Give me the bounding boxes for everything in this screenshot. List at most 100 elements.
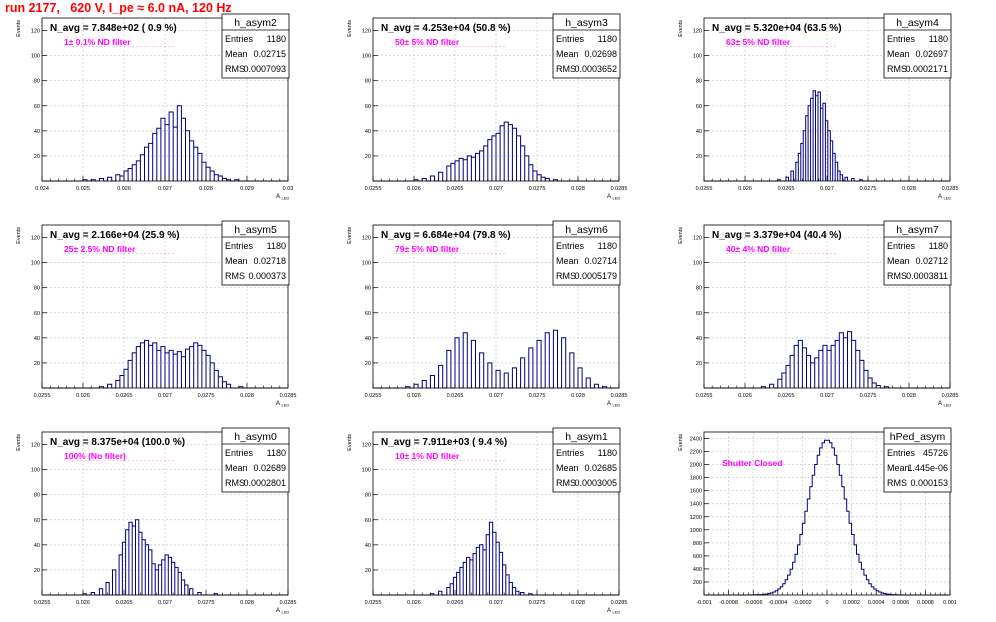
x-tick-label: 0.0265 [447, 186, 464, 192]
stats-mean-label: Mean [887, 256, 910, 266]
histogram-pad-h_asym5: 0.0255 0.026 0.0265 0.027 0.0275 0.028 0.0285 2… [16, 220, 297, 408]
histogram-title: h_asym1 [565, 431, 608, 443]
x-tick-label: 0.0004 [868, 600, 885, 606]
histogram-pad-h_asym6: 0.0255 0.026 0.0265 0.027 0.0275 0.028 0.0285 2… [347, 220, 627, 408]
stats-box-frame [883, 427, 952, 493]
x-tick-label: 0.0002 [843, 600, 860, 606]
x-axis-label: A LED [607, 194, 620, 201]
y-tick-label: 60 [365, 311, 371, 317]
x-tick-label: 0.0255 [34, 393, 51, 399]
x-tick-label: 0.027 [158, 186, 172, 192]
filter-label: 10± 1% ND filter [395, 451, 460, 461]
stats-mean-label: Mean [556, 256, 579, 266]
stats-rms-value: 0.0005179 [574, 271, 617, 281]
navg-label: N_avg = 2.166e+04 (25.9 %) [50, 230, 180, 241]
stats-rms-label: RMS [225, 64, 245, 74]
x-axis-label-main: A [938, 401, 942, 407]
x-tick-label: 0.0265 [778, 186, 795, 192]
filter-label: Shutter Closed [722, 458, 782, 468]
y-tick-label: 40 [34, 543, 40, 549]
x-tick-label: 0.0006 [892, 600, 909, 606]
histogram-pad-hPed_asym: -0.001 -0.0008 -0.0006 -0.0004 -0.0002 0 0.000… [678, 427, 957, 606]
stats-entries-value: 1180 [598, 448, 617, 458]
x-tick-label: 0.024 [35, 186, 49, 192]
histogram-title: h_asym0 [234, 431, 277, 443]
y-tick-label: 1800 [690, 476, 702, 482]
filter-label: 79± 5% ND filter [395, 244, 460, 254]
y-tick-label: 20 [34, 361, 40, 367]
y-axis-label: Events [16, 227, 22, 244]
stats-rms-label: RMS [225, 271, 245, 281]
stats-entries-value: 1180 [929, 34, 948, 44]
x-tick-label: -0.001 [696, 600, 712, 606]
navg-label: N_avg = 7.848e+02 ( 0.9 %) [50, 23, 177, 34]
y-tick-label: 20 [365, 568, 371, 574]
histogram-title: h_asym3 [565, 17, 608, 29]
filter-label: 50± 5% ND filter [395, 37, 460, 47]
x-tick-label: 0.026 [738, 186, 752, 192]
stats-entries-label: Entries [225, 448, 254, 458]
x-axis-label-sub: LED [944, 403, 952, 408]
histogram-title: h_asym4 [896, 17, 939, 29]
filter-label: 100% (No filter) [64, 451, 126, 461]
x-tick-label: 0.027 [489, 600, 503, 606]
stats-rms-label: RMS [887, 271, 907, 281]
x-tick-label: 0.001 [943, 600, 957, 606]
stats-box: h_asym5 Entries 1180 Mean 0.02718 RMS 0.000373 [221, 220, 290, 286]
filter-label: 1± 0.1% ND filter [64, 37, 131, 47]
stats-rms-value: 0.0002801 [243, 478, 286, 488]
x-tick-label: 0.0255 [696, 186, 713, 192]
histogram-line [704, 439, 950, 596]
histogram-title: h_asym5 [234, 224, 277, 236]
x-tick-label: 0.028 [902, 393, 916, 399]
x-tick-label: 0.0255 [365, 186, 382, 192]
stats-mean-value: 1.445e-06 [907, 463, 948, 473]
y-tick-label: 20 [34, 154, 40, 160]
run-title: run 2177, 620 V, I_pe ≈ 6.0 nA, 120 Hz [5, 1, 232, 15]
x-tick-label: 0.0255 [34, 600, 51, 606]
y-axis-label: Events [678, 434, 684, 451]
stats-entries-value: 1180 [598, 241, 617, 251]
y-tick-label: 120 [362, 443, 371, 449]
stats-entries-label: Entries [225, 34, 254, 44]
stats-box-frame [221, 427, 290, 493]
x-tick-label: -0.0004 [768, 600, 787, 606]
x-tick-label: 0.028 [571, 186, 585, 192]
y-tick-label: 1600 [690, 489, 702, 495]
stats-box-frame [221, 220, 290, 286]
x-tick-label: 0.0285 [942, 393, 959, 399]
x-tick-label: 0.0255 [365, 600, 382, 606]
y-tick-label: 100 [693, 261, 702, 267]
x-tick-label: 0.027 [489, 393, 503, 399]
x-tick-label: 0.0285 [280, 393, 297, 399]
x-tick-label: 0.0285 [611, 186, 628, 192]
stats-entries-value: 1180 [267, 448, 286, 458]
y-axis-label: Events [678, 20, 684, 37]
stats-box-frame [883, 13, 952, 79]
histogram-line [704, 90, 950, 182]
stats-mean-label: Mean [887, 463, 910, 473]
y-tick-label: 100 [693, 54, 702, 60]
stats-mean-value: 0.02718 [253, 256, 286, 266]
stats-box: h_asym6 Entries 1180 Mean 0.02714 RMS0.000517… [552, 220, 621, 286]
stats-entries-label: Entries [556, 34, 585, 44]
x-tick-label: 0.028 [240, 600, 254, 606]
x-axis-label-sub: LED [944, 196, 952, 201]
stats-box: h_asym7 Entries 1180 Mean 0.02712 RMS 0.000381… [883, 220, 952, 286]
x-tick-label: 0.0275 [529, 600, 546, 606]
y-tick-label: 40 [365, 129, 371, 135]
x-tick-label: 0.0285 [280, 600, 297, 606]
y-tick-label: 2200 [690, 450, 702, 456]
x-tick-label: 0.027 [820, 393, 834, 399]
x-tick-label: -0.0002 [793, 600, 812, 606]
x-axis-label: A LED [607, 608, 620, 615]
x-tick-label: 0.0008 [917, 600, 934, 606]
x-tick-label: 0.026 [407, 600, 421, 606]
stats-rms-label: RMS [556, 478, 576, 488]
x-tick-label: 0.0275 [529, 186, 546, 192]
y-tick-label: 1400 [690, 502, 702, 508]
y-tick-label: 100 [362, 54, 371, 60]
x-axis-label-main: A [938, 194, 942, 200]
y-tick-label: 100 [31, 261, 40, 267]
